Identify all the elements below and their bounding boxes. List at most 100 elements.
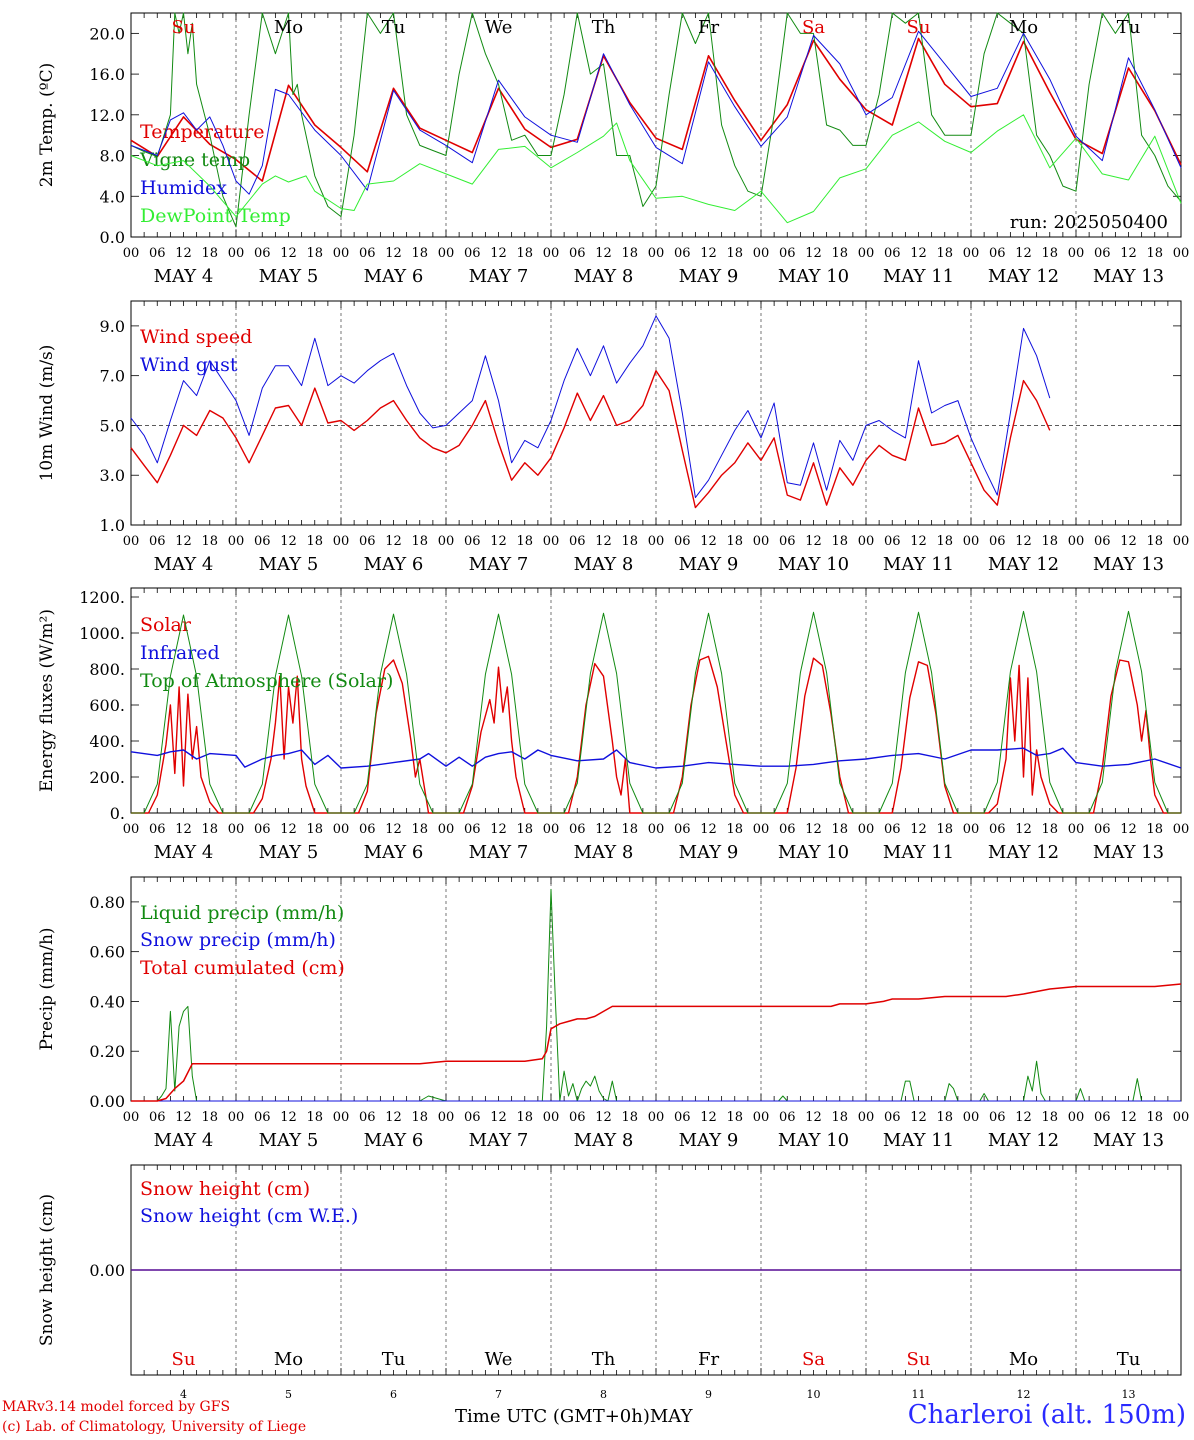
y-tick-label: 7.0 [100, 367, 125, 386]
day-letter: Mo [274, 1349, 303, 1370]
hour-label: 06 [359, 1110, 376, 1125]
day-number-label: 8 [600, 1388, 607, 1400]
hour-label: 00 [858, 534, 875, 549]
hour-label: 12 [805, 1110, 822, 1125]
date-label: MAY 8 [574, 266, 634, 287]
date-label: MAY 7 [469, 554, 529, 575]
hour-label: 18 [936, 1110, 953, 1125]
hour-label: 12 [280, 1110, 297, 1125]
hour-label: 06 [149, 534, 166, 549]
hour-label: 12 [280, 534, 297, 549]
run-label: run: 2025050400 [1010, 212, 1168, 233]
day-number-label: 6 [390, 1388, 397, 1400]
y-tick-label: 4.0 [100, 187, 125, 206]
hour-label: 12 [280, 246, 297, 261]
hour-label: 00 [858, 822, 875, 837]
hour-label: 06 [359, 246, 376, 261]
hour-label: 00 [123, 534, 140, 549]
date-label: MAY 8 [574, 554, 634, 575]
hour-label: 06 [569, 1110, 586, 1125]
hour-label: 06 [779, 822, 796, 837]
hour-label: 06 [359, 534, 376, 549]
hour-label: 00 [963, 822, 980, 837]
hour-label: 06 [464, 246, 481, 261]
y-tick-label: 0.00 [89, 1092, 125, 1111]
y-tick-label: 0.20 [89, 1042, 125, 1061]
hour-label: 18 [1041, 534, 1058, 549]
date-label: MAY 11 [883, 1130, 954, 1151]
date-label: MAY 5 [259, 554, 319, 575]
hour-label: 12 [700, 822, 717, 837]
hour-label: 06 [464, 1110, 481, 1125]
model-credit: MARv3.14 model forced by GFS [2, 1399, 231, 1415]
date-label: MAY 4 [154, 1130, 214, 1151]
hour-label: 00 [333, 822, 350, 837]
hour-label: 12 [595, 534, 612, 549]
day-letter: Fr [698, 17, 719, 38]
y-tick-label: 0.40 [89, 992, 125, 1011]
hour-label: 00 [963, 534, 980, 549]
hour-label: 00 [1173, 246, 1190, 261]
date-label: MAY 8 [574, 1130, 634, 1151]
hour-label: 12 [280, 822, 297, 837]
hour-label: 00 [648, 1110, 665, 1125]
hour-label: 12 [700, 534, 717, 549]
hour-label: 06 [254, 822, 271, 837]
hour-label: 00 [753, 534, 770, 549]
hour-label: 06 [884, 1110, 901, 1125]
day-letter: Mo [1009, 17, 1038, 38]
hour-label: 00 [1068, 534, 1085, 549]
date-label: MAY 6 [364, 554, 424, 575]
day-letter: Tu [1117, 1349, 1141, 1370]
y-axis-label: 2m Temp. (ºC) [37, 63, 57, 188]
hour-label: 12 [175, 1110, 192, 1125]
hour-label: 00 [963, 246, 980, 261]
hour-label: 12 [805, 822, 822, 837]
y-tick-label: 0. [110, 804, 125, 823]
hour-label: 18 [831, 246, 848, 261]
y-tick-label: 16.0 [89, 65, 125, 84]
hour-label: 18 [1041, 246, 1058, 261]
hour-label: 06 [674, 1110, 691, 1125]
y-tick-label: 5.0 [100, 416, 125, 435]
hour-label: 18 [831, 1110, 848, 1125]
date-label: MAY 9 [679, 266, 739, 287]
hour-label: 18 [411, 822, 428, 837]
hour-label: 18 [936, 534, 953, 549]
panel-frame [130, 587, 1182, 814]
hour-label: 00 [228, 1110, 245, 1125]
hour-label: 06 [569, 246, 586, 261]
y-axis-label: Precip (mm/h) [37, 927, 57, 1050]
y-tick-label: 0.00 [89, 1261, 125, 1280]
series-infrared [130, 747, 1182, 769]
hour-label: 18 [726, 822, 743, 837]
hour-label: 00 [1068, 1110, 1085, 1125]
hour-label: 00 [123, 822, 140, 837]
y-tick-label: 1000. [79, 624, 125, 643]
hour-label: 00 [648, 534, 665, 549]
hour-label: 06 [674, 246, 691, 261]
hour-label: 18 [1146, 822, 1163, 837]
hour-label: 06 [569, 822, 586, 837]
hour-label: 06 [779, 1110, 796, 1125]
hour-label: 00 [333, 534, 350, 549]
panel-wind: 1.0 3.0 5.0 7.0 9.0 10m Wind (m/s) Wind speed W… [37, 300, 1190, 575]
hour-label: 00 [438, 534, 455, 549]
hour-label: 06 [254, 1110, 271, 1125]
day-letter: Su [907, 17, 931, 38]
legend-solar: Solar [140, 614, 192, 636]
hour-label: 12 [910, 822, 927, 837]
hour-label: 00 [648, 246, 665, 261]
hour-label: 18 [726, 246, 743, 261]
y-axis-label: Energy fluxes (W/m²) [37, 609, 57, 792]
panel-precip: 0.00 0.20 0.40 0.60 0.80 Precip (mm/h) Liquid … [37, 876, 1190, 1151]
hour-label: 12 [490, 246, 507, 261]
legend-temperature: Temperature [140, 121, 264, 143]
legend-dewpoint-temp: DewPoint Temp [140, 205, 291, 227]
day-letter: Tu [1117, 17, 1141, 38]
day-letter: Su [172, 17, 196, 38]
hour-label: 00 [1173, 534, 1190, 549]
hour-label: 00 [1173, 1110, 1190, 1125]
date-label: MAY 6 [364, 1130, 424, 1151]
y-tick-label: 3.0 [100, 466, 125, 485]
